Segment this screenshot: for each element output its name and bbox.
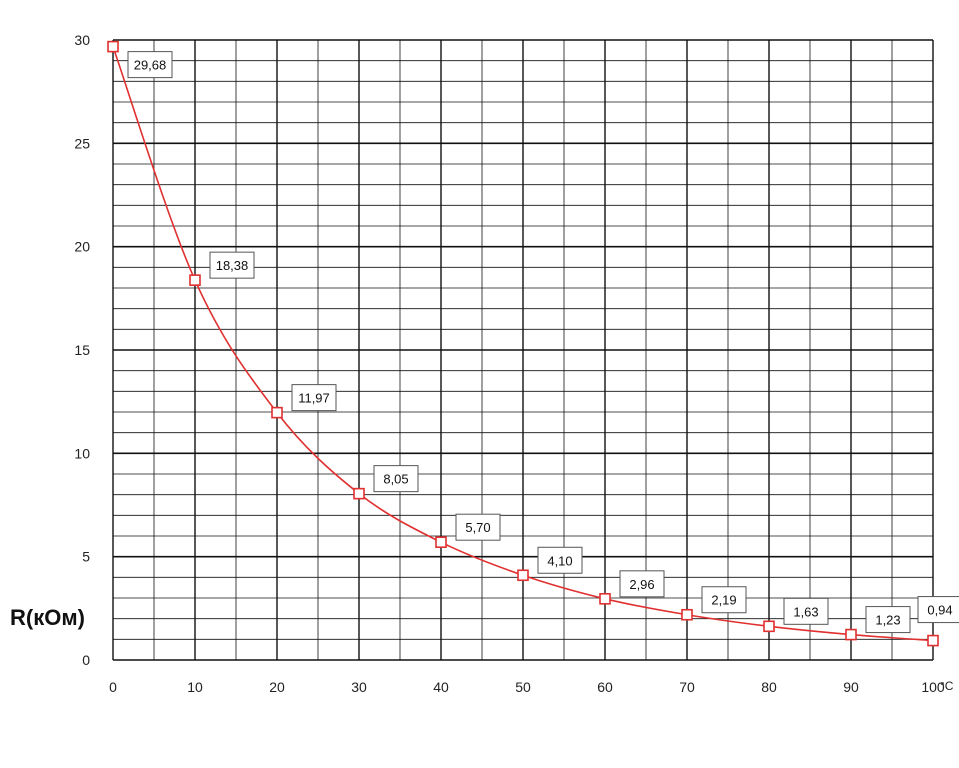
- y-tick-label: 0: [82, 652, 90, 668]
- y-axis-ticks: 0 5 10 15 20 25 30: [74, 32, 90, 668]
- y-tick-label: 30: [74, 32, 90, 48]
- data-label: 2,96: [619, 570, 665, 598]
- data-point-marker: [189, 274, 201, 286]
- y-axis-label: R(кОм): [10, 605, 85, 630]
- data-point-marker: [845, 628, 857, 641]
- data-label-box: [865, 606, 911, 634]
- data-label-box: [619, 570, 665, 598]
- data-label-box: [537, 546, 583, 574]
- y-tick-label: 20: [74, 239, 90, 255]
- x-tick-label: 80: [761, 679, 777, 695]
- data-label-box: [917, 596, 959, 624]
- data-label: 18,38: [209, 251, 255, 279]
- data-label-box: [373, 465, 419, 493]
- data-label-box: [209, 251, 255, 279]
- data-label-box: [783, 597, 829, 625]
- data-label-text: 1,23: [875, 613, 900, 628]
- y-tick-label: 25: [74, 135, 90, 151]
- data-label-box: [127, 51, 173, 79]
- data-label-text: 8,05: [383, 472, 408, 487]
- data-label-text: 1,63: [793, 604, 818, 619]
- data-point-marker: [435, 536, 447, 549]
- x-tick-label: 40: [433, 679, 449, 695]
- data-label-text: 29,68: [134, 58, 167, 73]
- data-label: 0,94: [917, 596, 959, 624]
- data-point-marker: [927, 634, 939, 647]
- data-point-marker: [353, 487, 365, 500]
- data-label: 4,10: [537, 546, 583, 574]
- data-label-box: [455, 513, 501, 541]
- data-label-box: [291, 384, 337, 412]
- data-label: 2,19: [701, 586, 747, 614]
- data-label-text: 18,38: [216, 258, 249, 273]
- data-point-marker: [107, 40, 119, 53]
- x-tick-label: 70: [679, 679, 695, 695]
- data-point-marker: [517, 569, 529, 582]
- data-label: 1,23: [865, 606, 911, 634]
- x-axis-ticks: 0 10 20 30 40 50 60 70 80 90 100: [109, 679, 945, 695]
- grid-major: [112, 39, 934, 661]
- x-tick-label: 10: [187, 679, 203, 695]
- y-tick-label: 10: [74, 445, 90, 461]
- data-point-marker: [681, 608, 693, 621]
- y-tick-label: 5: [82, 549, 90, 565]
- data-labels: 29,68 18,38 11,97 8,05 5,70 4,10 2,96 2,19 1,63 1…: [127, 51, 959, 634]
- x-tick-label: 30: [351, 679, 367, 695]
- data-label: 5,70: [455, 513, 501, 541]
- data-point-marker: [271, 406, 283, 419]
- data-label-box: [701, 586, 747, 614]
- x-tick-label: 100: [921, 679, 945, 695]
- y-tick-label: 15: [74, 342, 90, 358]
- data-markers: [107, 40, 939, 647]
- data-label-text: 2,19: [711, 593, 736, 608]
- data-point-marker: [763, 620, 775, 633]
- x-tick-label: 20: [269, 679, 285, 695]
- x-tick-label: 60: [597, 679, 613, 695]
- data-label: 29,68: [127, 51, 173, 79]
- data-label: 1,63: [783, 597, 829, 625]
- data-label: 11,97: [291, 384, 337, 412]
- data-label-text: 11,97: [298, 391, 330, 406]
- data-label-text: 4,10: [547, 553, 572, 568]
- data-point-marker: [599, 593, 611, 605]
- data-label-text: 5,70: [465, 520, 490, 535]
- data-label-text: 0,94: [927, 603, 952, 618]
- x-tick-label: 0: [109, 679, 117, 695]
- data-label: 8,05: [373, 465, 419, 493]
- x-axis-unit: °C: [940, 679, 954, 693]
- x-tick-label: 90: [843, 679, 859, 695]
- series-line: [112, 46, 934, 642]
- data-label-text: 2,96: [629, 577, 654, 592]
- x-tick-label: 50: [515, 679, 531, 695]
